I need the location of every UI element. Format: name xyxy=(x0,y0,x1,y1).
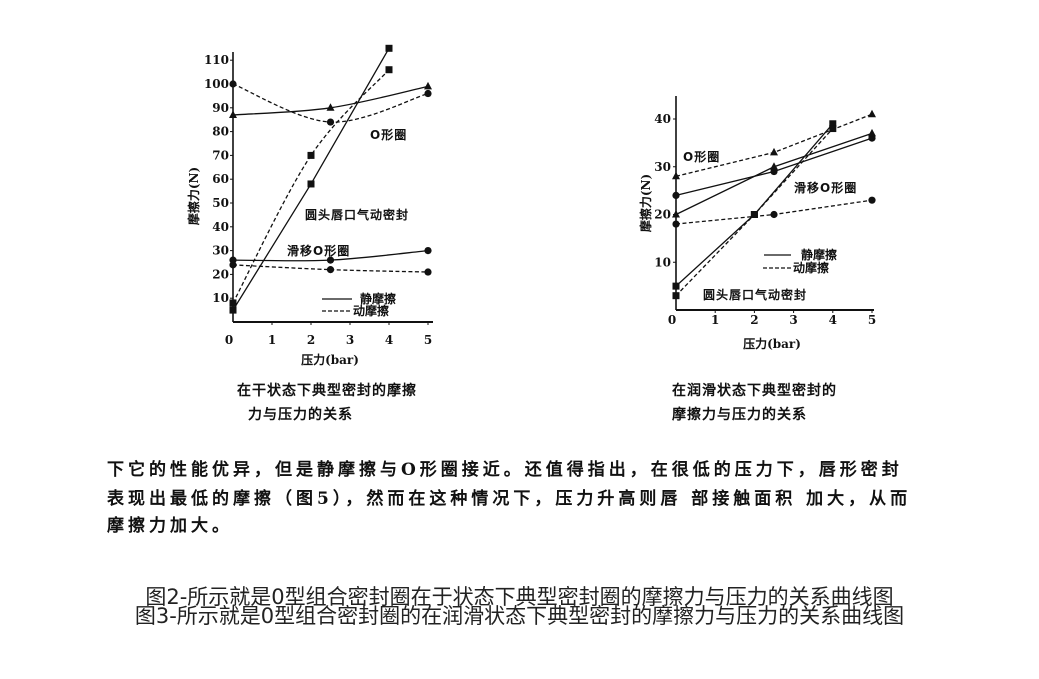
triangle-marker-icon xyxy=(672,171,680,180)
circle-marker-icon xyxy=(672,220,680,228)
y-tick-label: 70 xyxy=(212,148,229,162)
body-text-line2: 表现出最低的摩擦（图5），然而在这种情况下，压力升高则唇 部接触面积 加大，从而 xyxy=(107,489,912,509)
y-tick-label: 60 xyxy=(212,172,229,186)
circle-marker-icon xyxy=(326,256,335,264)
label-o-ring: O形圈 xyxy=(683,149,720,164)
circle-marker-icon xyxy=(326,266,335,274)
x-tick-label: 0 xyxy=(225,333,233,347)
circle-marker-icon xyxy=(672,191,680,199)
circle-marker-icon xyxy=(326,118,335,126)
left-figure-caption-line1: 在干状态下典型密封的摩擦 xyxy=(237,383,417,399)
circle-marker-icon xyxy=(424,89,432,98)
triangle-marker-icon xyxy=(770,162,778,170)
square-marker-icon xyxy=(385,66,393,74)
x-axis-title: 压力(bar) xyxy=(301,352,359,367)
label-slip-ring: 滑移O形圈 xyxy=(794,180,857,195)
tick-labels: 10 20 30 40 50 60 70 80 90 100 110 0 1 2 3 4 5 xyxy=(204,53,432,347)
label-slip-ring: 滑移O形圈 xyxy=(287,243,350,258)
x-axis-title: 压力(bar) xyxy=(743,336,801,351)
chart-dry: 10 20 30 40 50 60 70 80 90 100 110 0 1 2 3 4 5 压力(bar) 摩… xyxy=(186,44,433,367)
y-tick-label: 80 xyxy=(212,125,229,139)
triangle-marker-icon xyxy=(868,109,876,118)
footer-caption-line2: 图3-所示就是0型组合密封圈的在润滑状态下典型密封的摩擦力与压力的关系曲线图 xyxy=(134,604,905,628)
circle-marker-icon xyxy=(229,80,237,88)
square-marker-icon xyxy=(672,292,680,300)
y-tick-label: 30 xyxy=(212,244,229,258)
triangle-marker-icon xyxy=(229,110,237,118)
y-tick-label: 20 xyxy=(654,208,671,222)
square-marker-icon xyxy=(229,306,237,314)
triangle-marker-icon xyxy=(424,81,432,90)
body-text-line3: 摩擦力加大。 xyxy=(107,516,233,536)
legend-dynamic-label: 动摩擦 xyxy=(353,303,389,318)
label-o-ring: O形圈 xyxy=(370,127,407,142)
x-tick-label: 0 xyxy=(668,313,676,327)
x-tick-label: 1 xyxy=(711,313,719,327)
series-line xyxy=(232,69,390,304)
square-marker-icon xyxy=(672,282,680,290)
label-lip-seal: 圆头唇口气动密封 xyxy=(703,287,807,302)
x-tick-label: 2 xyxy=(750,313,758,327)
body-text-line1: 下它的性能优异，但是静摩擦与O形圈接近。还值得指出，在很低的压力下，唇形密封 xyxy=(107,460,903,480)
left-figure-caption-line2: 力与压力的关系 xyxy=(248,407,353,423)
square-marker-icon xyxy=(750,211,758,218)
y-tick-label: 40 xyxy=(212,220,229,234)
circle-marker-icon xyxy=(229,261,237,269)
square-marker-icon xyxy=(829,120,837,128)
triangle-marker-icon xyxy=(868,128,876,137)
footer-caption-line1: 图2-所示就是0型组合密封圈在于状态下典型密封圈的摩擦力与压力的关系曲线图 xyxy=(145,585,894,609)
right-figure-caption-line2: 摩擦力与压力的关系 xyxy=(672,407,807,423)
x-tick-label: 4 xyxy=(385,333,393,347)
y-tick-label: 110 xyxy=(204,53,229,67)
series-lines xyxy=(672,109,876,300)
x-tick-label: 5 xyxy=(424,333,432,347)
y-axis-title: 摩擦力(N) xyxy=(186,167,201,225)
label-lip-seal: 圆头唇口气动密封 xyxy=(305,207,409,222)
square-marker-icon xyxy=(229,299,237,307)
x-tick-label: 4 xyxy=(829,313,837,327)
y-tick-label: 30 xyxy=(654,160,671,174)
legend-dynamic-label: 动摩擦 xyxy=(793,260,829,275)
triangle-marker-icon xyxy=(672,210,680,218)
y-tick-label: 40 xyxy=(654,112,671,126)
legend: 静摩擦 动摩擦 xyxy=(763,247,837,275)
x-tick-label: 3 xyxy=(346,333,354,347)
y-axis-title: 摩擦力(N) xyxy=(638,174,653,232)
y-tick-label: 100 xyxy=(204,77,229,91)
chart-axes xyxy=(673,96,874,313)
x-tick-label: 1 xyxy=(268,333,276,347)
square-marker-icon xyxy=(307,151,315,159)
square-marker-icon xyxy=(829,125,837,133)
y-tick-label: 20 xyxy=(212,267,229,281)
legend: 静摩擦 动摩擦 xyxy=(322,291,396,318)
legend-static-label: 静摩擦 xyxy=(801,247,837,262)
circle-marker-icon xyxy=(868,196,876,204)
y-tick-label: 10 xyxy=(212,291,229,305)
right-figure-caption-line1: 在润滑状态下典型密封的 xyxy=(672,383,837,399)
x-tick-label: 2 xyxy=(307,333,315,347)
y-tick-label: 10 xyxy=(654,255,671,269)
triangle-marker-icon xyxy=(326,103,335,111)
legend-static-label: 静摩擦 xyxy=(360,291,396,306)
circle-marker-icon xyxy=(424,247,432,255)
x-tick-label: 5 xyxy=(868,313,876,327)
y-tick-label: 50 xyxy=(212,196,229,210)
y-tick-label: 90 xyxy=(212,101,229,115)
square-marker-icon xyxy=(307,180,315,188)
series-line xyxy=(232,83,429,123)
square-marker-icon xyxy=(385,44,393,52)
circle-marker-icon xyxy=(424,268,432,276)
tick-labels: 10 20 30 40 0 1 2 3 4 5 xyxy=(654,112,876,327)
circle-marker-icon xyxy=(770,210,778,219)
x-tick-label: 3 xyxy=(789,313,797,327)
triangle-marker-icon xyxy=(770,147,778,156)
series-lines xyxy=(229,44,432,314)
